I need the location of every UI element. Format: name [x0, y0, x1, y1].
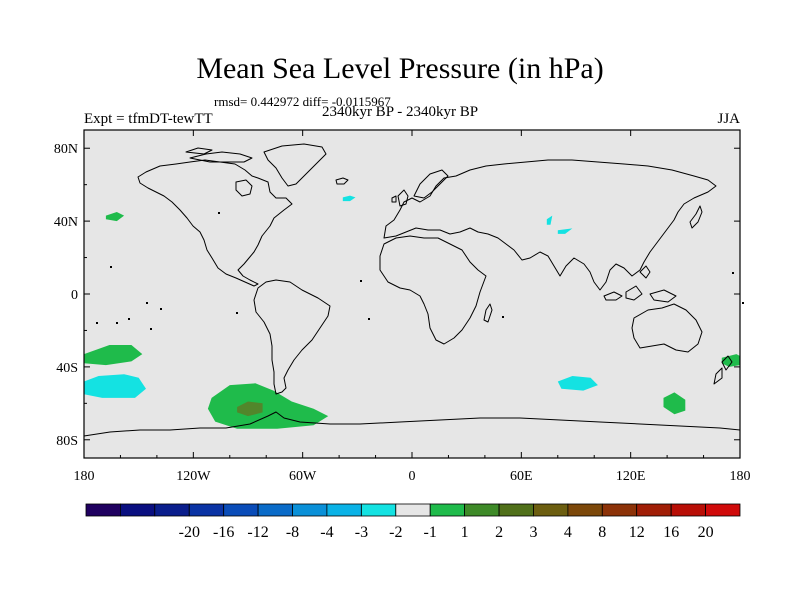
colorbar-swatch [120, 503, 156, 517]
colorbar-swatch [85, 503, 121, 517]
colorbar-swatch [360, 503, 397, 517]
colorbar-label: 8 [598, 524, 606, 541]
colorbar-label: 12 [629, 524, 645, 541]
coastlines [83, 143, 744, 437]
colorbar-swatch [601, 503, 638, 517]
colorbar-swatch [188, 503, 225, 517]
colorbar: -20 -16 -12 -8 -4 -3 -2 -1 1 2 3 4 8 12 16 20 [85, 503, 741, 541]
lon-tick-label: 180 [730, 469, 751, 484]
coastline-hudson-bay [235, 179, 253, 197]
lat-tick-label: 40N [54, 215, 78, 230]
colorbar-swatch [464, 503, 500, 517]
colorbar-swatch [395, 503, 431, 517]
coastline-arctic-islands [185, 147, 253, 163]
colorbar-label: 1 [461, 524, 469, 541]
colorbar-label: 20 [698, 524, 714, 541]
colorbar-swatch [636, 503, 672, 517]
coastline-australia [631, 303, 703, 353]
colorbar-swatch [670, 503, 707, 517]
colorbar-label: 2 [495, 524, 503, 541]
anomaly-amundsen-olive-core [237, 401, 263, 417]
colorbar-swatch [326, 503, 362, 517]
colorbar-label: -2 [389, 524, 402, 541]
coastline-indonesia [603, 265, 677, 303]
anomaly-tibet-cyan-low-2 [557, 228, 573, 234]
coastline-africa [379, 235, 487, 345]
anomaly-south-pacific-green-high [84, 345, 143, 366]
lon-tick-label: 60W [289, 469, 317, 484]
map-title: Mean Sea Level Pressure (in hPa) [196, 52, 604, 85]
lat-tick-label: 0 [71, 288, 78, 303]
coastline-iceland [335, 177, 349, 185]
coastline-eurasia [383, 159, 717, 291]
coastline-scandinavia [413, 169, 449, 199]
colorbar-label: -16 [213, 524, 234, 541]
map-axes: 80N 40N 0 40S 80S 180 120W 60W 0 60E 120E 180 [54, 130, 751, 484]
map-background [84, 130, 740, 458]
colorbar-label: -4 [320, 524, 333, 541]
coastline-madagascar [483, 303, 493, 323]
colorbar-label: 16 [663, 524, 679, 541]
lat-tick-label: 80S [56, 434, 78, 449]
colorbar-label: -20 [179, 524, 200, 541]
lat-tick-label: 80N [54, 142, 78, 157]
colorbar-label: -12 [247, 524, 268, 541]
coastline-new-zealand [713, 355, 733, 385]
colorbar-swatch [567, 503, 603, 517]
coastline-south-america [253, 279, 331, 395]
colorbar-swatch [223, 503, 259, 517]
colorbar-label: -3 [355, 524, 368, 541]
anomaly-north-atlantic-cyan-low [342, 195, 356, 202]
lon-tick-label: 120W [176, 469, 211, 484]
colorbar-swatch [154, 503, 190, 517]
experiment-label: Expt = tfmDT-tewTT [84, 111, 213, 127]
colorbar-swatch [257, 503, 293, 517]
lon-tick-label: 120E [616, 469, 646, 484]
anomaly-southern-ocean-green-high [663, 392, 686, 415]
colorbar-swatch [533, 503, 569, 517]
colorbar-label: 4 [564, 524, 572, 541]
anomaly-south-pacific-cyan-low [84, 374, 146, 398]
lon-tick-label: 180 [74, 469, 95, 484]
colorbar-swatch [705, 503, 741, 517]
colorbar-label: -8 [286, 524, 299, 541]
coastline-antarctica [83, 411, 741, 437]
colorbar-swatch [429, 503, 466, 517]
lon-tick-label: 0 [409, 469, 416, 484]
lon-tick-label: 60E [510, 469, 533, 484]
rmsd-diff-stats: rmsd= 0.442972 diff= -0.0115967 [214, 94, 391, 109]
colorbar-label: -1 [424, 524, 437, 541]
colorbar-label: 3 [530, 524, 538, 541]
anomaly-amundsen-green-high [207, 383, 329, 429]
season-label: JJA [717, 111, 740, 127]
anomaly-north-pacific-green-high [105, 212, 125, 222]
coastline-greenland [263, 143, 327, 187]
coastline-british-isles [391, 189, 409, 207]
period-label: 2340kyr BP - 2340kyr BP [321, 104, 479, 120]
coastline-japan [689, 205, 703, 229]
anomaly-indian-ocean-cyan-low [557, 376, 598, 391]
coastline-small-islands [96, 212, 744, 330]
colorbar-swatch [292, 503, 328, 517]
colorbar-swatch [498, 503, 534, 517]
lat-tick-label: 40S [56, 361, 78, 376]
coastline-north-america [137, 159, 293, 287]
anomaly-tibet-cyan-low [546, 215, 553, 225]
